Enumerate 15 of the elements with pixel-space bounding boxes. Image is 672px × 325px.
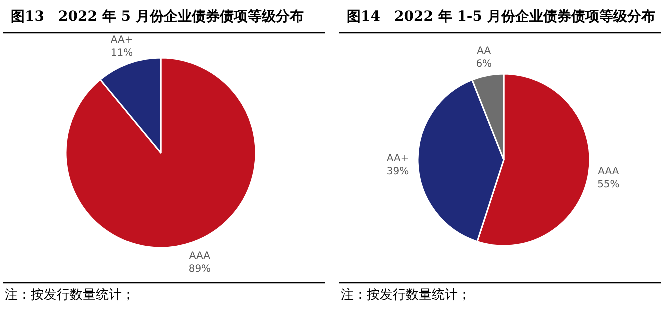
chart-title: 图13 2022 年 5 月份企业债券债项等级分布 [11, 9, 304, 25]
slice-label: AA [477, 46, 492, 57]
data-label: 89% [188, 264, 212, 276]
pie-slice [65, 57, 257, 249]
data-label: 6% [476, 58, 492, 70]
slice-label: AAA [598, 166, 620, 178]
slice-label: AAA [189, 251, 211, 262]
chart-title: 图14 2022 年 1-5 月份企业债券债项等级分布 [347, 9, 656, 25]
data-label: 39% [386, 166, 410, 178]
text: 注：按发行数量统计； [5, 288, 135, 303]
slice-label: AA+ [386, 153, 410, 164]
data-label: 55% [598, 180, 620, 191]
slice-label: AA+ [110, 34, 134, 46]
data-label: 11% [110, 48, 134, 59]
text: 注：按发行数量统计； [341, 288, 471, 303]
